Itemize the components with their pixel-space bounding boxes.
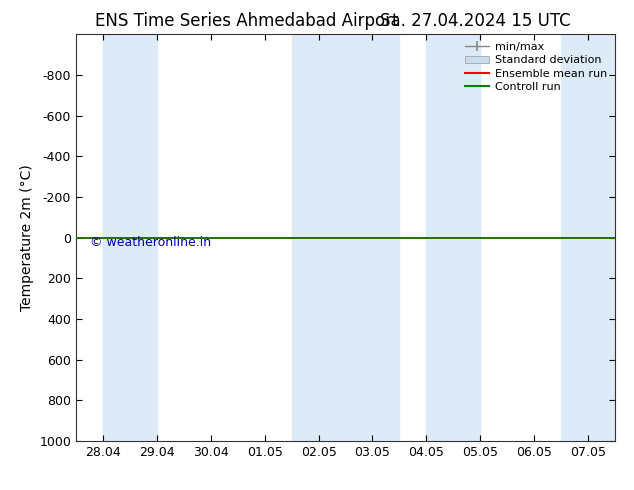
Bar — [292, 34, 399, 441]
Bar — [426, 34, 481, 441]
Text: ENS Time Series Ahmedabad Airport: ENS Time Series Ahmedabad Airport — [95, 12, 399, 30]
Legend: min/max, Standard deviation, Ensemble mean run, Controll run: min/max, Standard deviation, Ensemble me… — [460, 38, 612, 97]
Text: Sa. 27.04.2024 15 UTC: Sa. 27.04.2024 15 UTC — [380, 12, 571, 30]
Text: © weatheronline.in: © weatheronline.in — [89, 236, 210, 248]
Bar — [561, 34, 615, 441]
Y-axis label: Temperature 2m (°C): Temperature 2m (°C) — [20, 164, 34, 311]
Bar — [103, 34, 157, 441]
